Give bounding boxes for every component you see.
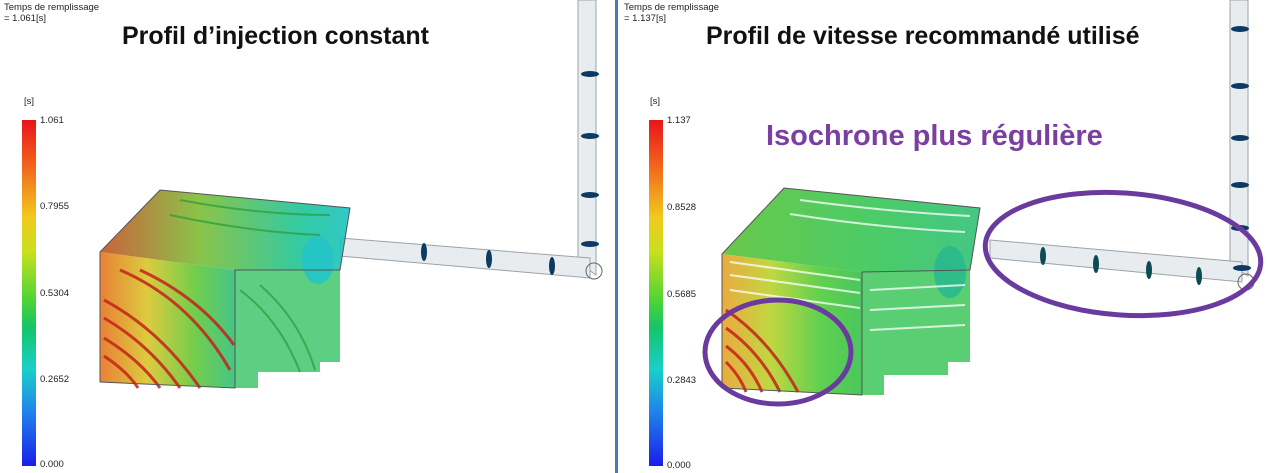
panel-divider-line bbox=[615, 0, 618, 473]
legend-tick: 0.7955 bbox=[40, 201, 70, 212]
panel-title: Profil de vitesse recommandé utilisé bbox=[706, 22, 1140, 50]
legend-tick: 1.061 bbox=[40, 115, 64, 126]
result-value: = 1.137[s] bbox=[624, 13, 666, 24]
legend-tick: 1.137 bbox=[667, 115, 691, 126]
result-label: Temps de remplissage bbox=[624, 2, 720, 13]
legend-tick: 0.5304 bbox=[40, 288, 70, 299]
legend-tick: 0.8528 bbox=[667, 202, 697, 213]
part-body bbox=[721, 187, 981, 396]
color-legend-bar bbox=[649, 120, 663, 466]
annotation-label: Isochrone plus régulière bbox=[766, 120, 1103, 152]
left-result-panel: Temps de remplissage = 1.061[s] Profil d… bbox=[0, 0, 612, 473]
highlight-ellipse-runner bbox=[982, 189, 1264, 319]
panel-title: Profil d’injection constant bbox=[122, 22, 429, 50]
left-part-model bbox=[99, 0, 603, 389]
runner-system bbox=[989, 0, 1255, 291]
result-value: = 1.061[s] bbox=[4, 13, 46, 24]
result-label: Temps de remplissage bbox=[4, 2, 100, 13]
highlight-ellipse-cavity bbox=[702, 297, 854, 407]
part-body bbox=[99, 189, 351, 389]
runner-system bbox=[339, 0, 603, 280]
legend-unit: [s] bbox=[24, 96, 35, 107]
right-part-model bbox=[702, 0, 1264, 407]
legend-tick: 0.000 bbox=[667, 460, 691, 471]
legend-tick: 0.2652 bbox=[40, 374, 70, 385]
legend-tick: 0.2843 bbox=[667, 375, 697, 386]
right-result-panel: Temps de remplissage = 1.137[s] Profil d… bbox=[620, 0, 1268, 473]
legend-tick: 0.5685 bbox=[667, 289, 697, 300]
legend-tick: 0.000 bbox=[40, 459, 64, 470]
color-legend-bar bbox=[22, 120, 36, 466]
legend-unit: [s] bbox=[650, 96, 661, 107]
